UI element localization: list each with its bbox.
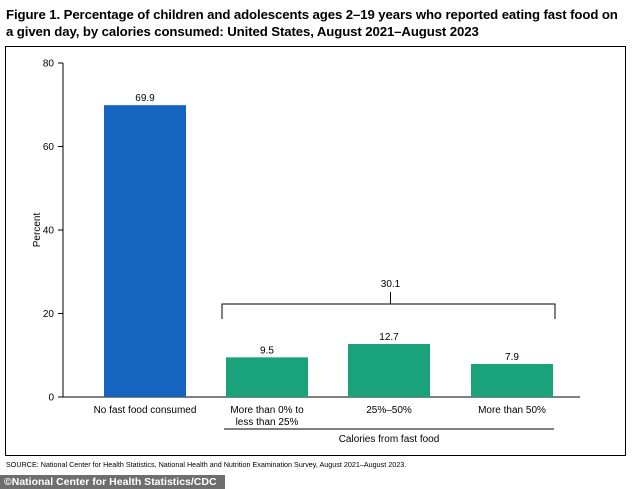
credit-text: National Center for Health Statistics/CD…	[11, 476, 217, 488]
bar-value-label: 69.9	[135, 93, 155, 104]
group-bracket	[221, 303, 556, 319]
image-credit: ©National Center for Health Statistics/C…	[0, 475, 225, 489]
category-label: More than 50%	[478, 405, 546, 416]
group-total-label: 30.1	[381, 279, 401, 290]
category-label: No fast food consumed	[94, 405, 197, 416]
bar-4	[471, 364, 553, 397]
figure-title: Figure 1. Percentage of children and ado…	[6, 7, 618, 39]
y-tick-label: 0	[48, 393, 54, 404]
y-tick-label: 60	[43, 142, 55, 153]
group-axis-label: Calories from fast food	[339, 434, 440, 445]
bar-chart: 0 20 40 60 80 Percent 69.9 9.5 12.7 7.9 No fast f…	[32, 59, 580, 445]
chart-frame	[5, 46, 626, 456]
category-label: 25%–50%	[366, 405, 412, 416]
y-tick-label: 20	[43, 309, 55, 320]
y-axis-label: Percent	[32, 213, 43, 248]
y-tick-label: 80	[43, 59, 55, 70]
bar-1	[104, 105, 186, 397]
bar-3	[348, 343, 430, 397]
source-note: SOURCE: National Center for Health Stati…	[6, 460, 407, 469]
bar-value-label: 9.5	[260, 345, 274, 356]
bar-2	[226, 357, 308, 397]
category-label: More than 0% to less than 25%	[230, 405, 304, 428]
labels: 69.9 9.5 12.7 7.9 No fast food consumed More …	[94, 93, 556, 445]
bar-value-label: 12.7	[379, 332, 399, 343]
bar-value-label: 7.9	[505, 352, 519, 363]
y-tick-label: 40	[43, 226, 55, 237]
bars	[104, 105, 553, 397]
